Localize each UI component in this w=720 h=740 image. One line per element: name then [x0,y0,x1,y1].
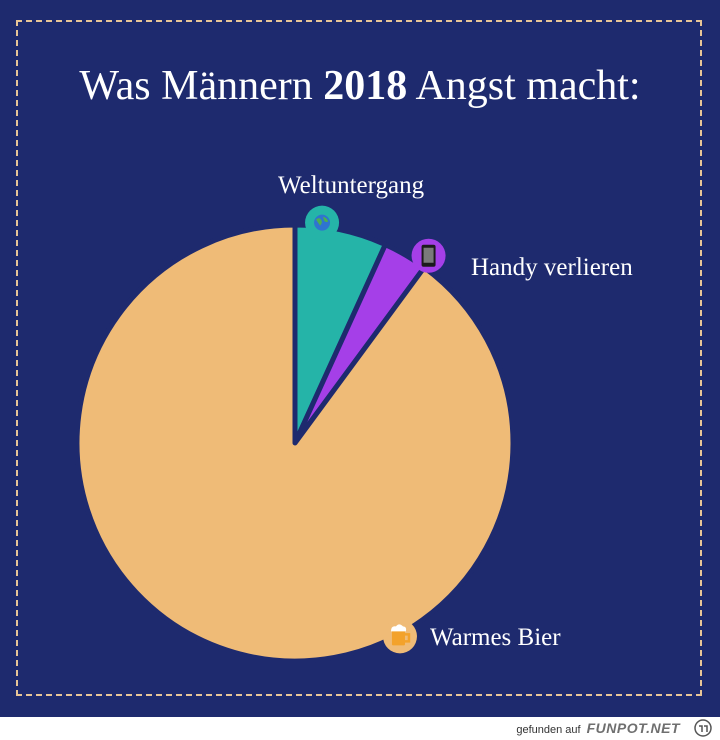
footer-credit: gefunden auf FUNPOT.NET [516,720,680,736]
title-suffix: Angst macht: [407,63,641,109]
globe-icon [305,205,340,240]
dashed-frame [16,20,702,696]
pie-chart [74,205,516,664]
slice-label-weltuntergang: Weltuntergang [278,172,425,199]
footer-bar: gefunden auf FUNPOT.NET [0,717,720,740]
phone-icon [411,238,446,273]
chart-title: Was Männern 2018 Angst macht: [0,62,720,110]
title-year: 2018 [323,63,408,109]
funpot-logo-icon [694,719,712,737]
title-prefix: Was Männern [79,63,324,109]
slice-label-handy-verlieren: Handy verlieren [471,254,633,281]
pie-slice-warmes-bier [74,222,516,664]
footer-text: gefunden auf [516,724,581,736]
beer-mug-icon [382,619,417,654]
footer-brand: FUNPOT.NET [586,720,680,736]
slice-label-warmes-bier: Warmes Bier [430,624,561,651]
